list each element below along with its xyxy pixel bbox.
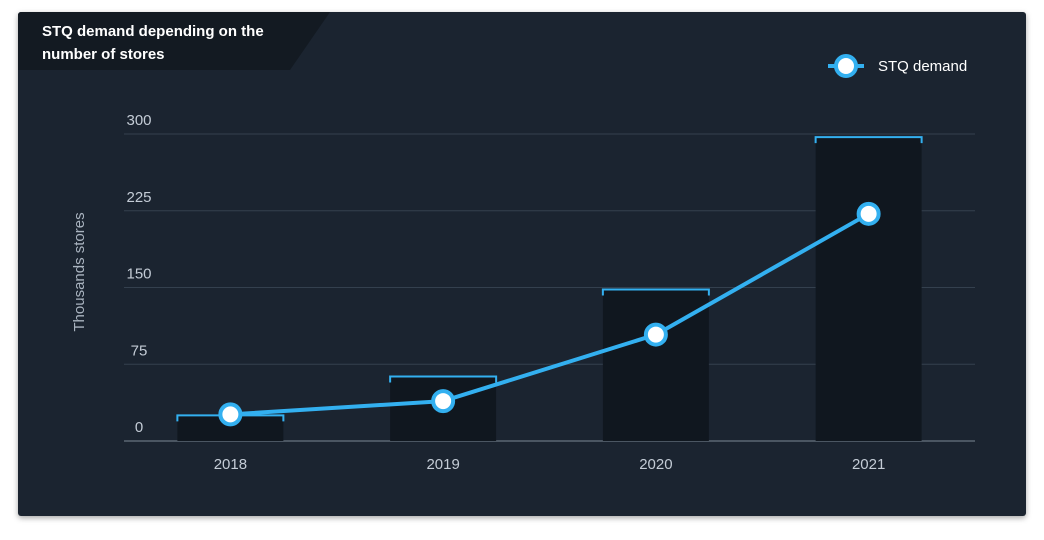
line-path (228, 211, 871, 417)
legend[interactable]: STQ demand (828, 54, 967, 78)
legend-label: STQ demand (878, 58, 967, 75)
x-tick-label-2018: 2018 (214, 456, 247, 473)
y-tick-label-0: 0 (135, 419, 143, 436)
y-tick-label-225: 225 (126, 189, 151, 206)
chart-card: STQ demand depending on the number of st… (18, 12, 1026, 516)
line-point-2018 (218, 402, 243, 427)
y-tick-label-300: 300 (126, 112, 151, 129)
y-tick-label-75: 75 (131, 342, 148, 359)
line-point-2020 (643, 322, 668, 347)
chart-title-tab: STQ demand depending on the number of st… (18, 12, 358, 70)
title-tab-shape (18, 12, 330, 70)
bar-2021 (815, 137, 922, 441)
legend-marker (834, 54, 858, 78)
x-tick-label-2019: 2019 (426, 456, 459, 473)
x-tick-label-2021: 2021 (852, 456, 885, 473)
line-point-2019 (431, 389, 456, 414)
y-tick-label-150: 150 (126, 266, 151, 283)
x-tick-label-2020: 2020 (639, 456, 672, 473)
y-axis-title: Thousands stores (71, 212, 88, 331)
bars (176, 136, 923, 441)
bar-cap-2019 (389, 375, 498, 383)
line-series (218, 201, 881, 427)
bar-cap-2020 (601, 288, 710, 296)
axis-labels: 0 75 150 225 300 2018 2019 2020 2021 (126, 112, 885, 473)
bar-cap-2021 (814, 136, 923, 144)
line-point-2021 (856, 201, 881, 226)
chart-title: STQ demand depending on the number of st… (42, 23, 264, 63)
chart-svg: 0 75 150 225 300 2018 2019 2020 2021 Thousands s… (71, 54, 975, 473)
